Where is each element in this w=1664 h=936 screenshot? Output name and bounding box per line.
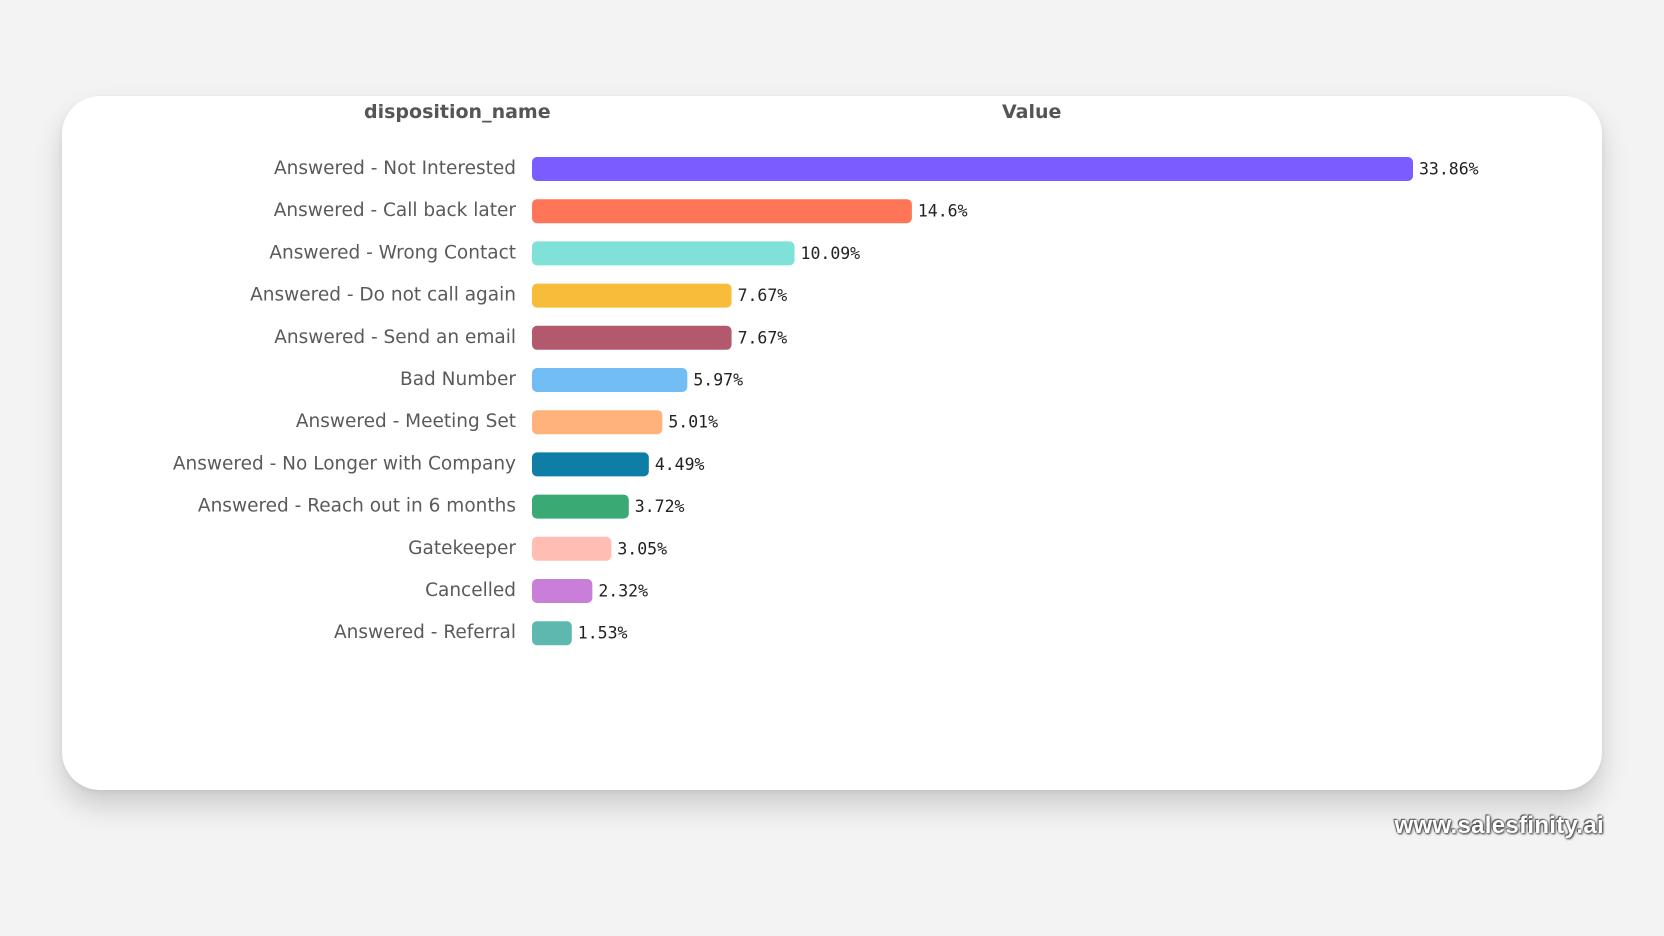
- watermark-text: www.salesfinity.ai: [1394, 812, 1604, 839]
- category-label: Answered - Referral: [334, 622, 516, 643]
- bar[interactable]: [532, 621, 572, 646]
- bar[interactable]: [532, 325, 732, 350]
- bar[interactable]: [532, 452, 649, 477]
- bar[interactable]: [532, 157, 1413, 181]
- value-label: 7.67%: [738, 328, 788, 347]
- value-label: 5.97%: [693, 371, 743, 390]
- category-label: Bad Number: [400, 369, 516, 390]
- bar[interactable]: [532, 410, 663, 435]
- category-label: Answered - Do not call again: [250, 285, 516, 306]
- category-label: Answered - Not Interested: [274, 158, 516, 179]
- bar[interactable]: [532, 494, 629, 519]
- category-label: Gatekeeper: [408, 538, 516, 559]
- category-column-header: disposition_name: [364, 101, 551, 123]
- value-label: 1.53%: [578, 624, 628, 643]
- value-label: 2.32%: [598, 582, 648, 601]
- chart-card: disposition_name Value Answered - Not In…: [62, 96, 1602, 790]
- value-label: 33.86%: [1419, 160, 1479, 179]
- value-label: 10.09%: [801, 244, 861, 263]
- value-label: 5.01%: [668, 413, 718, 432]
- value-label: 7.67%: [738, 286, 788, 305]
- category-label: Answered - Wrong Contact: [269, 242, 516, 263]
- bar-chart: Answered - Not Interested 33.86% Answered …: [173, 157, 1479, 646]
- value-label: 3.05%: [617, 539, 667, 558]
- value-label: 4.49%: [655, 455, 705, 474]
- category-label: Answered - Reach out in 6 months: [198, 496, 516, 517]
- category-label: Answered - Meeting Set: [296, 411, 516, 432]
- category-label: Answered - No Longer with Company: [173, 453, 516, 474]
- value-label: 3.72%: [635, 497, 685, 516]
- category-label: Cancelled: [425, 580, 516, 601]
- value-label: 14.6%: [918, 202, 968, 221]
- bar[interactable]: [532, 283, 732, 308]
- category-label: Answered - Call back later: [274, 200, 517, 221]
- bar[interactable]: [532, 579, 593, 603]
- bar[interactable]: [532, 199, 912, 224]
- category-label: Answered - Send an email: [274, 327, 516, 348]
- bar[interactable]: [532, 241, 795, 266]
- bar[interactable]: [532, 368, 688, 392]
- value-column-header: Value: [1002, 101, 1062, 123]
- bar[interactable]: [532, 536, 612, 561]
